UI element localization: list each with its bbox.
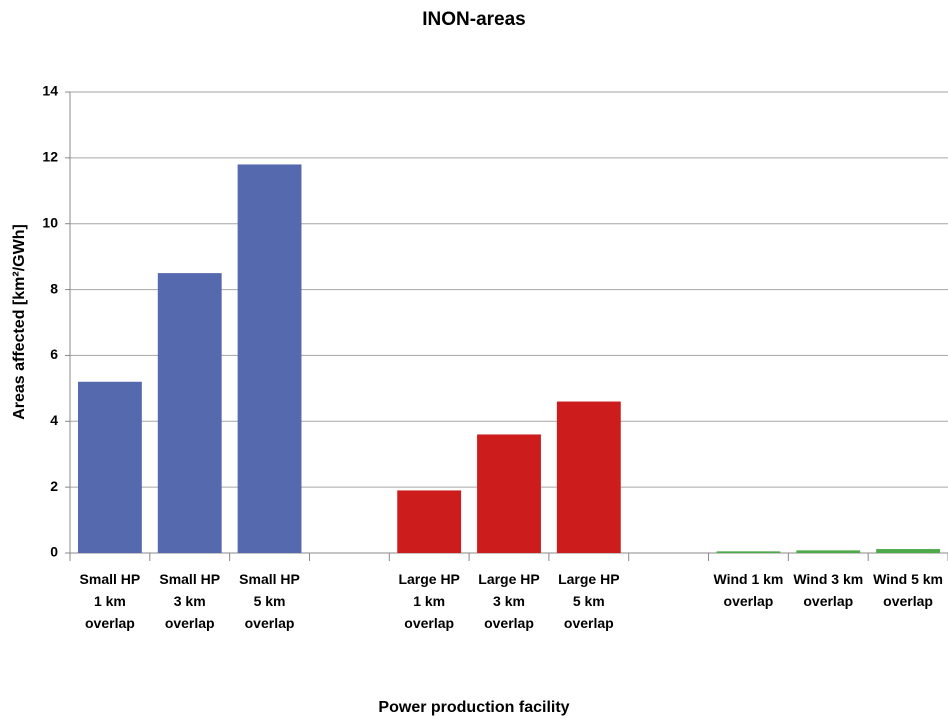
y-tick-label: 2 [50,478,58,494]
x-tick-label: Small HP 1 km overlap [79,571,141,631]
y-axis-title: Areas affected [km²/GWh] [11,224,28,420]
y-tick-label: 0 [50,544,58,560]
y-tick-label: 4 [50,412,58,428]
y-tick-label: 10 [42,214,58,230]
y-tick-label: 6 [50,346,58,362]
x-tick-label: Wind 5 km overlap [873,571,944,609]
bar [157,273,222,553]
y-tick-label: 14 [42,83,58,99]
x-tick-label: Wind 3 km overlap [793,571,864,609]
bar [477,434,541,553]
y-tick-label: 8 [50,280,58,296]
bar [397,490,462,553]
x-tick-label: Wind 1 km overlap [713,571,784,609]
bar [716,551,781,553]
x-tick-label: Large HP 5 km overlap [558,571,620,631]
x-tick-label: Small HP 5 km overlap [239,571,300,631]
x-tick-label: Large HP 3 km overlap [478,571,540,631]
y-tick-label: 12 [42,149,58,165]
x-tick-label: Small HP 3 km overlap [159,571,221,631]
bar [556,401,621,553]
x-axis-title: Power production facility [378,699,569,716]
x-tick-label: Large HP 1 km overlap [398,571,460,631]
bar [796,550,861,553]
chart-title: INON-areas [422,9,526,30]
bar [77,381,142,553]
bar [237,164,302,553]
bar [876,549,941,553]
